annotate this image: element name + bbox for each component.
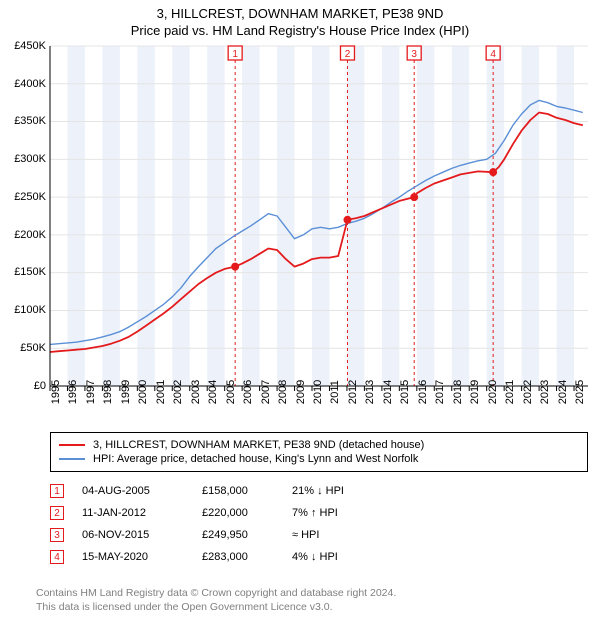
svg-text:3: 3	[411, 49, 417, 60]
x-tick-label: 2021	[504, 380, 516, 404]
x-tick-label: 1995	[50, 380, 62, 404]
y-tick-label: £100K	[14, 304, 46, 316]
svg-text:1: 1	[232, 49, 238, 60]
svg-text:2: 2	[345, 49, 351, 60]
event-price: £158,000	[202, 485, 292, 497]
x-tick-label: 2004	[207, 380, 219, 404]
x-tick-label: 2005	[225, 380, 237, 404]
x-tick-label: 2015	[399, 380, 411, 404]
y-tick-label: £250K	[14, 191, 46, 203]
x-tick-label: 2019	[469, 380, 481, 404]
plot-area: 1234 £0£50K£100K£150K£200K£250K£300K£350…	[50, 46, 588, 386]
event-row: 2 11-JAN-2012£220,0007% ↑ HPI	[50, 502, 402, 524]
x-tick-label: 2022	[522, 380, 534, 404]
x-tick-label: 2002	[172, 380, 184, 404]
event-marker: 1	[50, 484, 64, 498]
title-line-1: 3, HILLCREST, DOWNHAM MARKET, PE38 9ND	[0, 6, 600, 23]
x-tick-label: 2014	[382, 380, 394, 404]
legend-swatch	[59, 458, 85, 460]
legend-label: 3, HILLCREST, DOWNHAM MARKET, PE38 9ND (…	[93, 439, 424, 451]
y-tick-label: £350K	[14, 115, 46, 127]
event-row: 4 15-MAY-2020£283,0004% ↓ HPI	[50, 546, 402, 568]
events-table: 1 04-AUG-2005£158,00021% ↓ HPI 2 11-JAN-201…	[50, 480, 402, 568]
y-tick-label: £0	[34, 380, 46, 392]
x-tick-label: 2001	[155, 380, 167, 404]
event-date: 04-AUG-2005	[82, 485, 202, 497]
y-tick-label: £450K	[14, 40, 46, 52]
event-row: 1 04-AUG-2005£158,00021% ↓ HPI	[50, 480, 402, 502]
x-tick-label: 2011	[329, 380, 341, 404]
x-tick-label: 2023	[539, 380, 551, 404]
x-tick-label: 2013	[364, 380, 376, 404]
x-tick-label: 1997	[85, 380, 97, 404]
x-tick-label: 2024	[557, 380, 569, 404]
legend-swatch	[59, 444, 85, 446]
legend-item: 3, HILLCREST, DOWNHAM MARKET, PE38 9ND (…	[59, 439, 579, 451]
x-tick-label: 2010	[312, 380, 324, 404]
event-marker: 2	[50, 506, 64, 520]
x-tick-label: 1998	[102, 380, 114, 404]
y-tick-label: £200K	[14, 229, 46, 241]
x-tick-label: 2000	[137, 380, 149, 404]
x-tick-label: 2006	[242, 380, 254, 404]
x-tick-label: 2008	[277, 380, 289, 404]
credits-line-2: This data is licensed under the Open Gov…	[36, 600, 396, 614]
x-axis-labels: 1995199619971998199920002001200220032004…	[50, 388, 588, 428]
event-date: 11-JAN-2012	[82, 507, 202, 519]
x-tick-label: 2012	[347, 380, 359, 404]
event-diff: ≈ HPI	[292, 529, 402, 541]
title-line-2: Price paid vs. HM Land Registry's House …	[0, 23, 600, 40]
y-tick-label: £300K	[14, 153, 46, 165]
x-tick-label: 2016	[417, 380, 429, 404]
y-tick-label: £150K	[14, 266, 46, 278]
legend: 3, HILLCREST, DOWNHAM MARKET, PE38 9ND (…	[50, 432, 588, 472]
y-tick-label: £50K	[20, 342, 46, 354]
event-date: 15-MAY-2020	[82, 551, 202, 563]
event-date: 06-NOV-2015	[82, 529, 202, 541]
event-diff: 7% ↑ HPI	[292, 507, 402, 519]
event-marker: 3	[50, 528, 64, 542]
event-price: £220,000	[202, 507, 292, 519]
svg-text:4: 4	[490, 49, 496, 60]
chart-svg: 1 2 3 4	[50, 46, 588, 386]
chart-container: 3, HILLCREST, DOWNHAM MARKET, PE38 9ND P…	[0, 0, 600, 620]
credits-line-1: Contains HM Land Registry data © Crown c…	[36, 586, 396, 600]
x-tick-label: 2003	[190, 380, 202, 404]
x-tick-label: 2007	[260, 380, 272, 404]
x-tick-label: 2009	[295, 380, 307, 404]
event-price: £249,950	[202, 529, 292, 541]
x-tick-label: 2020	[487, 380, 499, 404]
x-tick-label: 1999	[120, 380, 132, 404]
event-diff: 21% ↓ HPI	[292, 485, 402, 497]
event-marker: 4	[50, 550, 64, 564]
credits: Contains HM Land Registry data © Crown c…	[36, 586, 396, 614]
event-row: 3 06-NOV-2015£249,950≈ HPI	[50, 524, 402, 546]
x-tick-label: 2018	[452, 380, 464, 404]
chart-title: 3, HILLCREST, DOWNHAM MARKET, PE38 9ND P…	[0, 0, 600, 40]
event-price: £283,000	[202, 551, 292, 563]
event-diff: 4% ↓ HPI	[292, 551, 402, 563]
legend-item: HPI: Average price, detached house, King…	[59, 453, 579, 465]
x-tick-label: 1996	[67, 380, 79, 404]
y-axis-labels: £0£50K£100K£150K£200K£250K£300K£350K£400…	[2, 46, 48, 386]
x-tick-label: 2017	[434, 380, 446, 404]
x-tick-label: 2025	[574, 380, 586, 404]
legend-label: HPI: Average price, detached house, King…	[93, 453, 418, 465]
y-tick-label: £400K	[14, 78, 46, 90]
